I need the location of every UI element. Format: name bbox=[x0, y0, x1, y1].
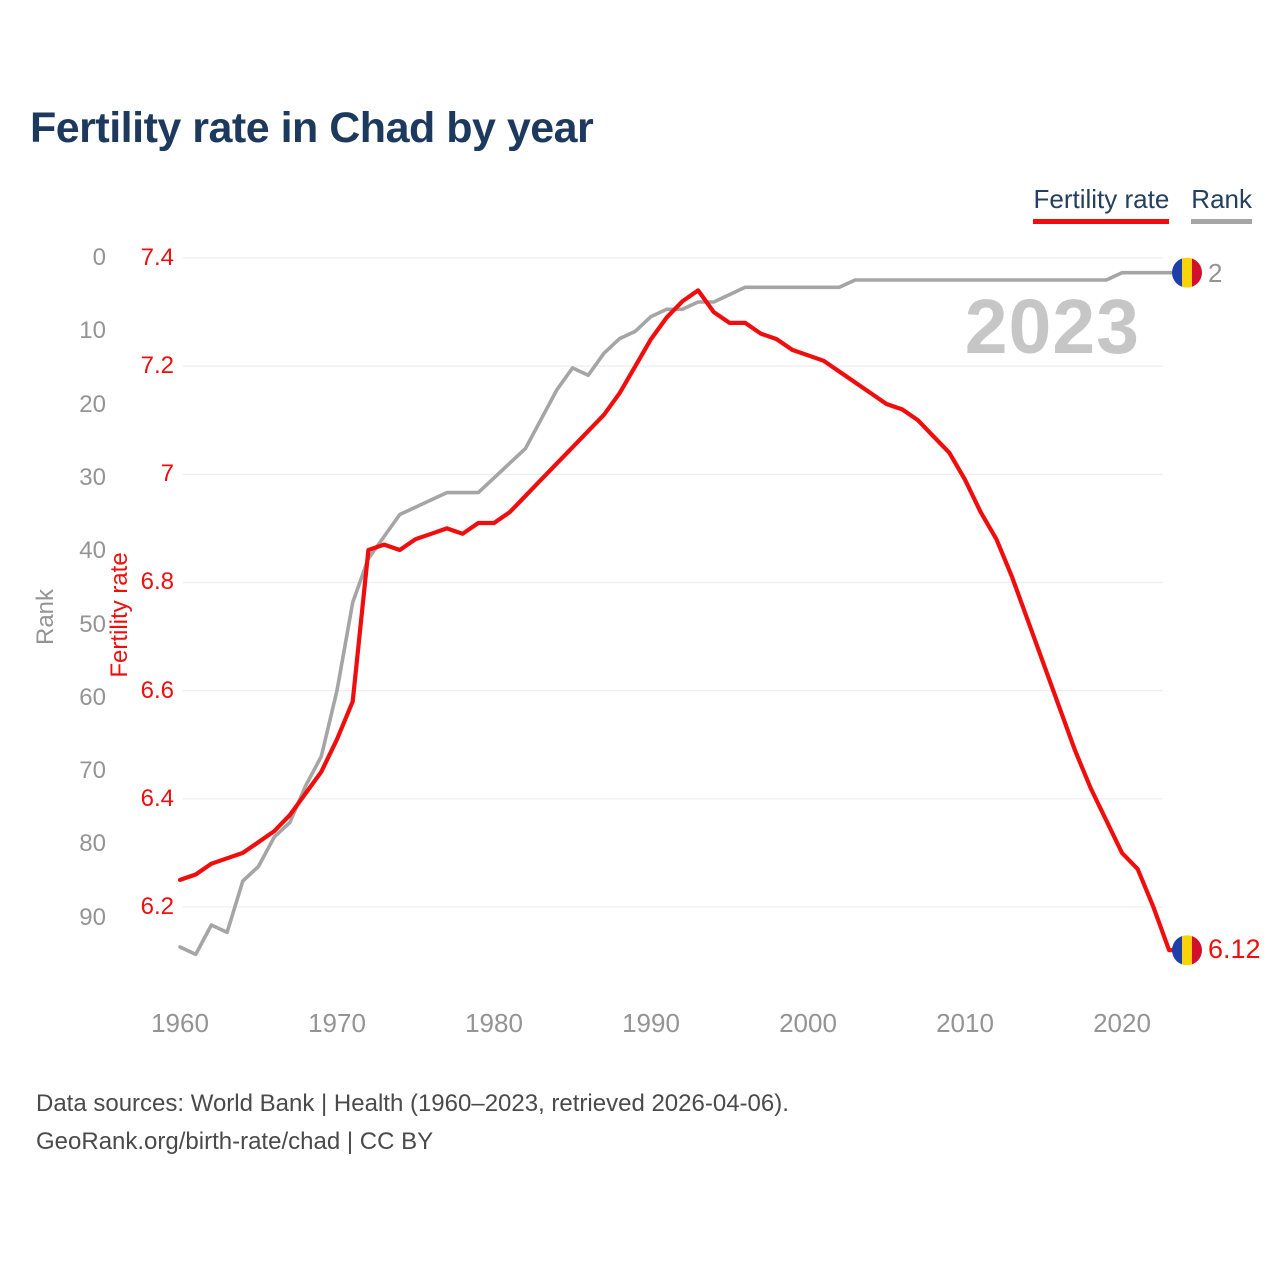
chad-flag-icon-fertility bbox=[1172, 935, 1202, 966]
chad-flag-icon-rank bbox=[1172, 257, 1202, 288]
watermark-year: 2023 bbox=[964, 284, 1140, 370]
footer-attribution-line: GeoRank.org/birth-rate/chad | CC BY bbox=[36, 1128, 434, 1155]
legend-item-fertility-rate[interactable]: Fertility rate bbox=[1033, 184, 1170, 224]
legend: Fertility rate Rank bbox=[1033, 184, 1252, 224]
fertility-axis-title: Fertility rate bbox=[106, 552, 133, 678]
fertility-line bbox=[177, 288, 1179, 953]
rank-axis-title: Rank bbox=[32, 588, 59, 646]
gridlines bbox=[183, 257, 1163, 908]
rank-end-value: 2 bbox=[1208, 257, 1223, 288]
footer-source-line: Data sources: World Bank | Health (1960–… bbox=[36, 1090, 789, 1117]
page-title: Fertility rate in Chad by year bbox=[30, 104, 594, 152]
legend-item-rank[interactable]: Rank bbox=[1191, 184, 1252, 224]
rank-line bbox=[178, 270, 1178, 957]
footer: Data sources: World Bank | Health (1960–… bbox=[36, 1085, 789, 1161]
fertility-end-value: 6.12 bbox=[1208, 934, 1261, 965]
